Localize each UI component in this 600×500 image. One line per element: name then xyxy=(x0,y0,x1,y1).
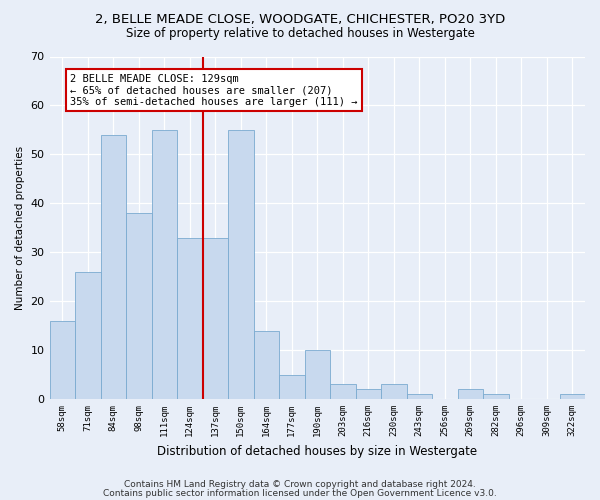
Bar xyxy=(228,130,254,399)
Bar xyxy=(101,135,126,399)
Text: Contains HM Land Registry data © Crown copyright and database right 2024.: Contains HM Land Registry data © Crown c… xyxy=(124,480,476,489)
Bar xyxy=(152,130,177,399)
Text: 2, BELLE MEADE CLOSE, WOODGATE, CHICHESTER, PO20 3YD: 2, BELLE MEADE CLOSE, WOODGATE, CHICHEST… xyxy=(95,12,505,26)
Bar xyxy=(356,390,381,399)
Bar xyxy=(126,213,152,399)
Bar xyxy=(458,390,483,399)
Text: Size of property relative to detached houses in Westergate: Size of property relative to detached ho… xyxy=(125,28,475,40)
Bar xyxy=(50,321,75,399)
Text: Contains public sector information licensed under the Open Government Licence v3: Contains public sector information licen… xyxy=(103,488,497,498)
Bar xyxy=(560,394,585,399)
Bar xyxy=(305,350,330,399)
Bar xyxy=(254,330,279,399)
Bar xyxy=(75,272,101,399)
Text: 2 BELLE MEADE CLOSE: 129sqm
← 65% of detached houses are smaller (207)
35% of se: 2 BELLE MEADE CLOSE: 129sqm ← 65% of det… xyxy=(70,74,358,107)
Bar xyxy=(483,394,509,399)
Y-axis label: Number of detached properties: Number of detached properties xyxy=(15,146,25,310)
Bar xyxy=(381,384,407,399)
Bar xyxy=(177,238,203,399)
Bar xyxy=(407,394,432,399)
Bar xyxy=(330,384,356,399)
X-axis label: Distribution of detached houses by size in Westergate: Distribution of detached houses by size … xyxy=(157,444,478,458)
Bar xyxy=(279,374,305,399)
Bar xyxy=(203,238,228,399)
